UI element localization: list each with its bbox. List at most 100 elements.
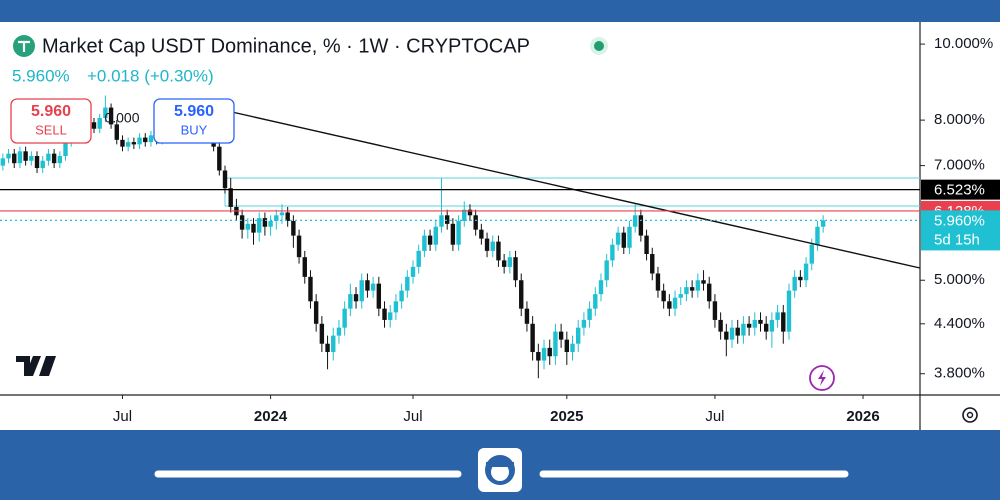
candle-body [769,319,775,332]
candle-body [444,215,450,224]
candle-body [798,276,803,281]
candle-body [331,335,336,353]
candle-body [496,241,501,261]
candle-body [581,319,587,328]
candle-body [393,301,399,313]
candle-body [661,290,666,302]
candle-body [256,218,262,233]
candle-body [519,280,524,309]
candle-body [792,276,797,291]
candle-body [621,232,626,248]
candle-body [365,280,370,291]
candle-body [479,229,484,239]
candle-body [12,153,17,164]
price-level-label: 6.523% [934,182,985,199]
candle-body [695,280,701,291]
candle-body [490,241,495,251]
candle-body [114,124,119,140]
candle-body [239,215,245,230]
candle-body [291,220,296,236]
nav-home-icon-bar [486,462,514,467]
buy-button[interactable] [153,98,235,144]
candle-body [615,232,621,245]
settings-button[interactable] [962,407,978,423]
candle-body [712,301,718,320]
candle-body [644,235,649,255]
candle-body [718,319,723,332]
sell-price: 5.960 [31,103,71,120]
candle-body [484,238,490,251]
candle-body [763,323,769,332]
y-tick-label: 5.000% [934,271,985,288]
candle-body [809,244,814,264]
candle-body [553,331,558,357]
candle-body [570,343,575,353]
candle-body [758,319,763,324]
x-tick-label: 2024 [254,408,288,425]
candle-body [308,276,313,302]
y-tick-label: 10.000% [934,35,993,52]
x-tick-label: 2025 [550,408,583,425]
candle-body [689,287,695,291]
candle-body [735,327,740,336]
candle-body [325,343,330,353]
candle-body [513,257,518,281]
settings-icon [966,411,974,419]
symbol-title: Market Cap USDT Dominance, % · 1W · CRYP… [42,35,530,57]
market-status [594,41,604,51]
candle-body [57,156,63,164]
candle-body [143,137,148,143]
x-tick-label: Jul [403,408,422,425]
candle-body [40,160,45,169]
candle-body [285,212,290,221]
candle-body [501,260,507,267]
candle-body [251,223,256,233]
candle-body [684,287,689,295]
y-tick-label: 4.400% [934,315,985,332]
candle-body [741,323,746,336]
candle-body [627,226,632,248]
candle-body [416,250,421,267]
candle-body [359,280,364,302]
candle-body [268,220,273,227]
candle-body [6,153,11,159]
candle-body [222,170,228,189]
y-tick-label: 3.800% [934,365,985,382]
candle-body [746,323,752,328]
price-level-tag [921,210,1000,251]
candle-body [410,266,416,277]
candle-body [655,273,661,291]
candle-body [610,244,615,261]
candle-body [296,235,302,258]
buy-price: 5.960 [174,103,214,120]
tv-logo [16,356,56,376]
candle-body [262,218,268,227]
candle-body [781,312,786,332]
candle-body [353,294,359,302]
candle-body [388,312,393,320]
candle-body [439,215,444,227]
y-tick-label: 7.000% [934,157,985,174]
candle-body [0,158,6,166]
candle-body [815,226,820,245]
candle-body [507,257,513,267]
candle-body [399,290,404,302]
price-level-tag [921,179,1000,200]
sell-button[interactable] [10,98,92,144]
candle-body [382,308,387,320]
candle-body [593,294,598,309]
candle-body [405,276,410,291]
candle-body [370,283,376,291]
candle-body [462,209,467,221]
candle-body [450,223,456,245]
candle-body [302,257,307,277]
spread: 0.000 [104,110,139,126]
candle-body [604,260,609,281]
candle-body [547,347,552,357]
candle-body [558,331,564,340]
candle-body [23,151,28,161]
candle-body [587,308,592,320]
sell-label: SELL [35,122,67,137]
